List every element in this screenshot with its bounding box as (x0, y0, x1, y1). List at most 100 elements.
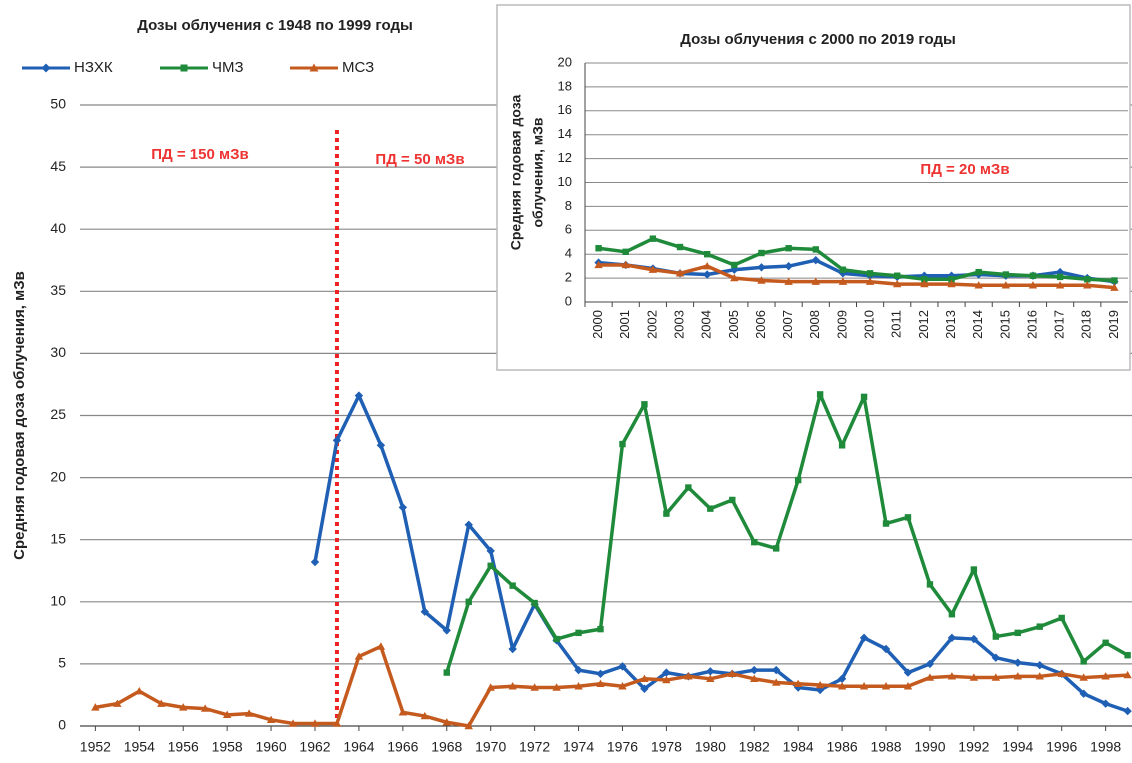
marker-triangle (903, 682, 913, 690)
marker-triangle (837, 682, 847, 690)
marker-diamond (793, 683, 803, 692)
marker-triangle (1079, 673, 1088, 681)
marker-square (794, 476, 802, 484)
legend-marker (309, 63, 319, 72)
marker-triangle (838, 277, 848, 285)
legend-label: НЗХК (74, 59, 113, 76)
x-tick-label: 1980 (695, 739, 726, 755)
marker-triangle (865, 277, 875, 285)
marker-triangle (222, 710, 232, 719)
marker-diamond (376, 441, 386, 450)
marker-diamond (442, 626, 451, 635)
inset-title: Дозы облучения с 2000 по 2019 годы (680, 31, 956, 48)
marker-triangle (662, 675, 671, 684)
x-tick-label: 1974 (563, 739, 594, 755)
y-tick-label: 25 (50, 406, 66, 422)
marker-diamond (784, 261, 793, 271)
y-tick-label: 20 (50, 468, 66, 484)
x-tick-label: 2016 (1024, 310, 1039, 339)
marker-triangle (757, 276, 766, 284)
marker-diamond (596, 669, 605, 679)
marker-triangle (376, 642, 386, 650)
marker-triangle (310, 719, 320, 727)
marker-diamond (706, 667, 715, 676)
marker-square (1058, 614, 1065, 622)
x-tick-label: 2011 (889, 310, 904, 338)
y-tick-label: 6 (565, 222, 572, 237)
x-tick-label: 2006 (753, 310, 768, 339)
marker-square (1111, 277, 1118, 284)
marker-square (729, 496, 736, 504)
marker-triangle (1055, 281, 1065, 289)
marker-diamond (757, 263, 766, 272)
marker-triangle (706, 674, 715, 683)
series-line (95, 644, 1128, 728)
marker-diamond (310, 557, 320, 567)
marker-triangle (621, 260, 630, 269)
x-tick-label: 2003 (671, 310, 686, 339)
marker-square (904, 514, 912, 521)
y-tick-label: 20 (558, 54, 572, 69)
marker-diamond (1123, 706, 1132, 716)
y-tick-label: 40 (50, 220, 66, 236)
marker-square (926, 581, 934, 588)
marker-diamond (420, 607, 430, 616)
legend-marker (180, 64, 188, 72)
marker-triangle (508, 682, 517, 690)
marker-triangle (859, 682, 869, 690)
marker-triangle (1101, 672, 1110, 680)
marker-triangle (730, 273, 739, 282)
marker-square (866, 270, 874, 277)
marker-square (816, 391, 824, 398)
marker-diamond (969, 634, 979, 644)
marker-triangle (947, 672, 957, 680)
marker-triangle (675, 269, 685, 277)
marker-square (838, 442, 846, 449)
marker-square (676, 243, 684, 251)
marker-triangle (793, 679, 803, 687)
marker-square (975, 268, 982, 276)
marker-diamond (750, 665, 759, 675)
x-tick-label: 2009 (834, 310, 849, 339)
x-tick-label: 1972 (519, 739, 550, 755)
y-tick-label: 14 (558, 126, 572, 141)
marker-triangle (925, 673, 935, 681)
marker-triangle (157, 699, 166, 707)
marker-square (641, 401, 648, 408)
marker-triangle (811, 277, 820, 285)
marker-square (595, 245, 602, 252)
marker-square (703, 251, 711, 258)
marker-triangle (772, 678, 781, 686)
marker-triangle (594, 260, 603, 269)
marker-diamond (815, 685, 825, 695)
marker-triangle (702, 261, 712, 270)
marker-square (860, 393, 868, 401)
marker-triangle (881, 682, 891, 690)
y-tick-label: 12 (558, 150, 572, 165)
x-tick-label: 1976 (607, 739, 638, 755)
x-tick-label: 1986 (827, 739, 858, 755)
marker-square (882, 520, 890, 527)
x-tick-label: 1962 (299, 739, 330, 755)
x-tick-label: 1960 (255, 739, 286, 755)
x-tick-label: 2002 (644, 310, 659, 339)
marker-triangle (728, 669, 737, 678)
annotation: ПД = 150 мЗв (151, 146, 248, 163)
series-line (445, 392, 1129, 674)
marker-diamond (702, 270, 712, 279)
marker-triangle (200, 704, 210, 712)
marker-diamond (354, 391, 364, 400)
marker-diamond (1035, 660, 1044, 670)
marker-triangle (1035, 672, 1044, 680)
marker-square (619, 440, 626, 448)
marker-triangle (974, 281, 983, 289)
marker-square (649, 235, 657, 242)
marker-square (812, 246, 819, 253)
legend-label: ЧМЗ (212, 59, 244, 76)
marker-diamond (859, 633, 869, 643)
x-tick-label: 2005 (726, 310, 741, 339)
x-tick-label: 1956 (168, 739, 199, 755)
y-tick-label: 5 (58, 655, 66, 671)
x-tick-label: 2015 (997, 310, 1012, 339)
